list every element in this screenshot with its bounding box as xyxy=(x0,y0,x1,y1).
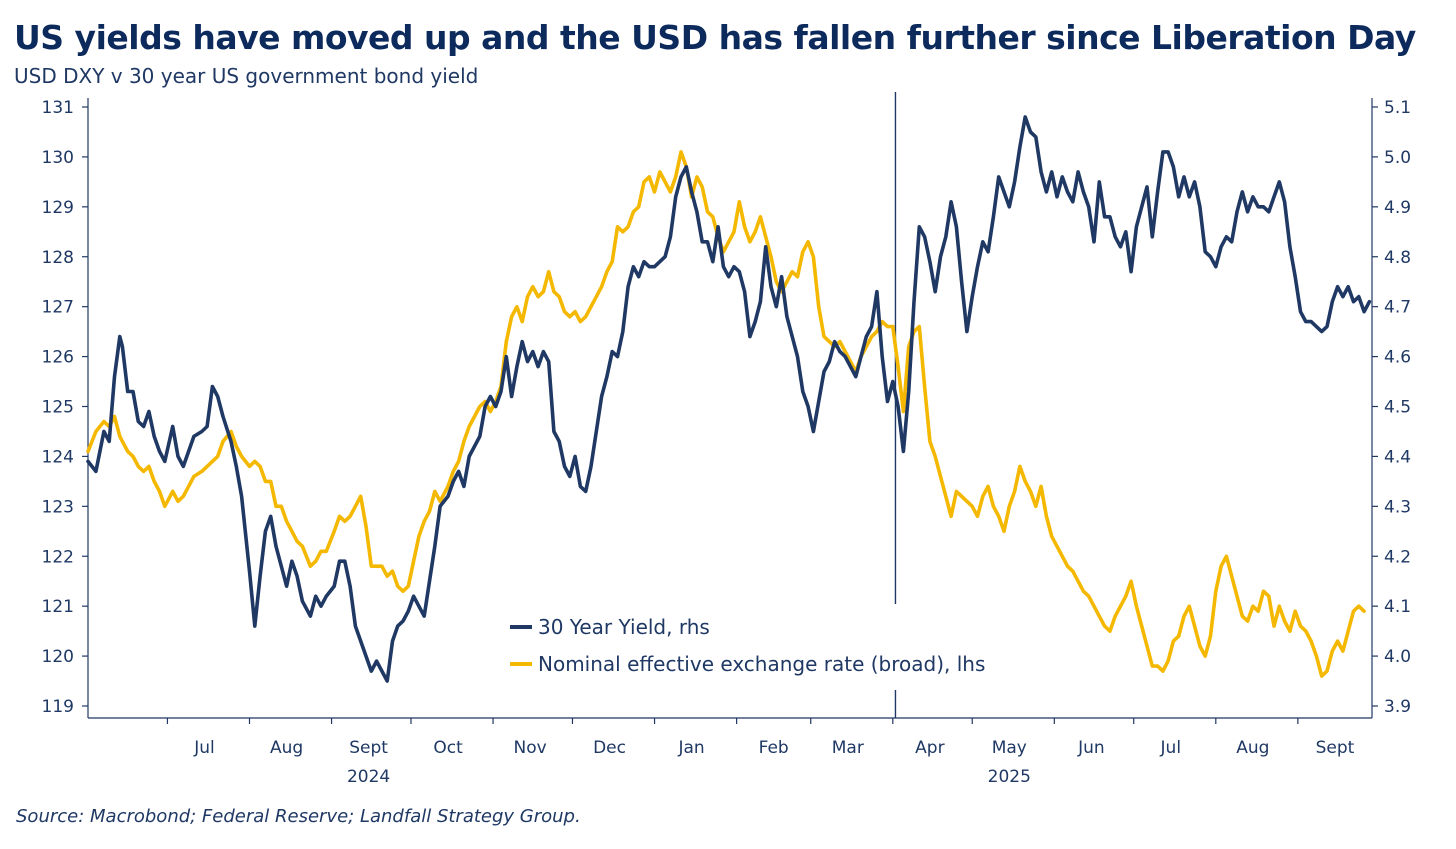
x-month-label: Jan xyxy=(678,738,705,758)
source-note: Source: Macrobond; Federal Reserve; Land… xyxy=(16,806,581,827)
left-tick-label: 122 xyxy=(42,547,74,567)
neer-series-line xyxy=(86,150,1366,678)
right-tick-label: 5.0 xyxy=(1384,148,1411,168)
left-tick-label: 130 xyxy=(42,148,74,168)
x-month-label: Aug xyxy=(1236,738,1269,758)
right-tick-label: 4.9 xyxy=(1384,198,1411,218)
x-month-label: Dec xyxy=(593,738,626,758)
left-tick-label: 119 xyxy=(42,697,74,717)
right-tick-label: 4.4 xyxy=(1384,447,1411,467)
x-month-label: Aug xyxy=(270,738,303,758)
left-tick-label: 121 xyxy=(42,597,74,617)
right-tick-label: 4.8 xyxy=(1384,248,1411,268)
right-tick-label: 4.0 xyxy=(1384,647,1411,667)
left-tick-label: 131 xyxy=(42,98,74,118)
yield-series-line xyxy=(86,115,1372,683)
x-month-label: Oct xyxy=(433,738,463,758)
right-tick-label: 4.6 xyxy=(1384,348,1411,368)
left-tick-label: 127 xyxy=(42,298,74,318)
left-tick-label: 120 xyxy=(42,647,74,667)
chart-subtitle: USD DXY v 30 year US government bond yie… xyxy=(14,64,479,88)
legend-label-neer: Nominal effective exchange rate (broad),… xyxy=(538,652,985,676)
axes: 119 120 121 122 123 124 125 126 127 128 129 130 131 3… xyxy=(42,92,1411,787)
right-tick-label: 4.7 xyxy=(1384,298,1411,318)
x-year-label: 2024 xyxy=(347,767,390,787)
x-month-label: Jul xyxy=(193,738,215,758)
x-month-label: Nov xyxy=(514,738,547,758)
x-month-label: Sept xyxy=(1316,738,1355,758)
left-tick-label: 128 xyxy=(42,248,74,268)
left-tick-label: 123 xyxy=(42,497,74,517)
x-month-label: May xyxy=(992,738,1027,758)
x-month-label: Feb xyxy=(759,738,789,758)
right-tick-label: 4.5 xyxy=(1384,398,1411,418)
series-lines xyxy=(86,115,1372,683)
x-month-label: Jul xyxy=(1160,738,1182,758)
x-month-label: Sept xyxy=(349,738,388,758)
line-chart: 119 120 121 122 123 124 125 126 127 128 129 130 131 3… xyxy=(42,92,1411,787)
legend-label-yield: 30 Year Yield, rhs xyxy=(538,615,710,639)
left-tick-label: 124 xyxy=(42,447,74,467)
x-month-label: Mar xyxy=(832,738,864,758)
right-tick-label: 4.1 xyxy=(1384,597,1411,617)
right-tick-label: 4.2 xyxy=(1384,547,1411,567)
x-month-label: Jun xyxy=(1077,738,1105,758)
chart-title: US yields have moved up and the USD has … xyxy=(14,18,1416,57)
x-year-label: 2025 xyxy=(988,767,1031,787)
left-tick-label: 129 xyxy=(42,198,74,218)
x-month-label: Apr xyxy=(915,738,944,758)
right-tick-label: 4.3 xyxy=(1384,497,1411,517)
right-tick-label: 5.1 xyxy=(1384,98,1411,118)
right-tick-label: 3.9 xyxy=(1384,697,1411,717)
left-tick-label: 126 xyxy=(42,348,74,368)
legend: 30 Year Yield, rhs Nominal effective exch… xyxy=(510,615,985,676)
left-tick-label: 125 xyxy=(42,398,74,418)
